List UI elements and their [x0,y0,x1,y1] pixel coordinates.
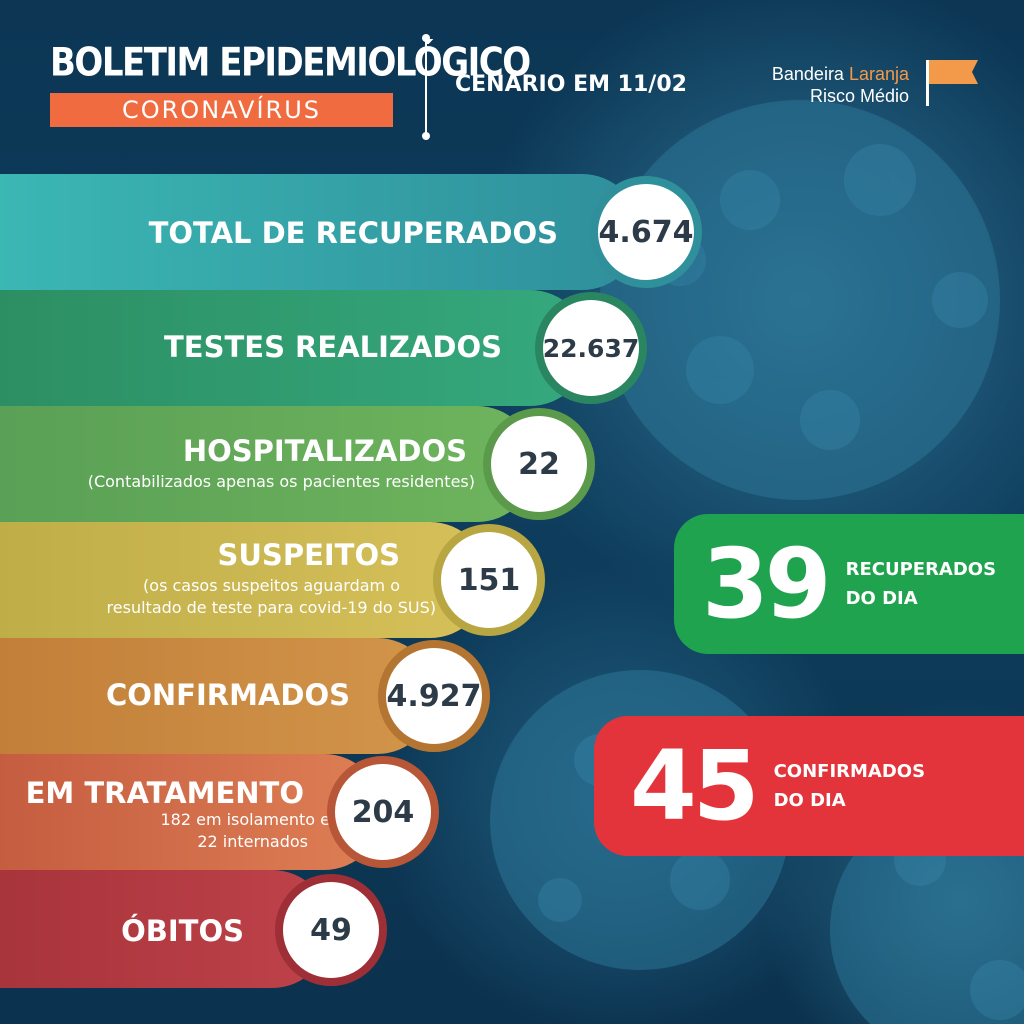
flag-prefix: Bandeira [771,64,849,84]
daily-recovered-value: 39 [702,528,832,640]
header-divider [422,34,430,140]
bar-total-recuperados: TOTAL DE RECUPERADOS [0,174,640,290]
note-suspeitos-line1: (os casos suspeitos aguardam o [143,576,400,595]
bar-hospitalizados: HOSPITALIZADOS (Contabilizados apenas os… [0,406,535,522]
note-em-tratamento-line1: 182 em isolamento e [160,810,330,829]
label-testes-realizados: TESTES REALIZADOS [164,330,502,364]
scenario-date: CENÁRIO EM 11/02 [455,72,687,97]
label-hospitalizados: HOSPITALIZADOS [182,434,467,468]
flag-color-name: Laranja [848,64,909,84]
bulletin-title: BOLETIM EPIDEMIOLÓGICO [50,40,531,86]
daily-recovered-label: RECUPERADOS DO DIA [846,555,996,613]
note-em-tratamento-line2: 22 internados [197,832,308,851]
bar-confirmados: CONFIRMADOS [0,638,435,754]
flag-icon [926,60,978,106]
flag-status: Bandeira Laranja Risco Médio [772,63,909,107]
note-hospitalizados: (Contabilizados apenas os pacientes resi… [87,472,475,491]
value-testes-realizados: 22.637 [535,292,647,404]
value-em-tratamento: 204 [327,756,439,868]
bar-testes-realizados: TESTES REALIZADOS [0,290,588,406]
label-total-recuperados: TOTAL DE RECUPERADOS [148,216,558,250]
label-confirmados: CONFIRMADOS [105,678,350,712]
label-em-tratamento: EM TRATAMENTO [25,776,304,810]
bulletin-subtitle: CORONAVÍRUS [50,93,393,127]
daily-recovered-box: 39 RECUPERADOS DO DIA [674,514,1024,654]
value-confirmados: 4.927 [378,640,490,752]
note-suspeitos-line2: resultado de teste para covid-19 do SUS) [106,598,436,617]
value-suspeitos: 151 [433,524,545,636]
value-obitos: 49 [275,874,387,986]
daily-confirmed-box: 45 CONFIRMADOS DO DIA [594,716,1024,856]
bar-suspeitos: SUSPEITOS (os casos suspeitos aguardam o… [0,522,488,638]
daily-confirmed-label: CONFIRMADOS DO DIA [774,757,925,815]
label-obitos: ÓBITOS [121,914,244,948]
daily-recovered-label2: DO DIA [845,588,918,609]
value-total-recuperados: 4.674 [590,176,702,288]
daily-confirmed-value: 45 [630,730,760,842]
daily-recovered-label1: RECUPERADOS [845,559,997,580]
daily-confirmed-label2: DO DIA [773,790,846,811]
daily-confirmed-label1: CONFIRMADOS [773,761,926,782]
bar-em-tratamento: EM TRATAMENTO 182 em isolamento e 22 int… [0,754,382,870]
label-suspeitos: SUSPEITOS [217,538,401,572]
value-hospitalizados: 22 [483,408,595,520]
risk-level: Risco Médio [809,86,909,106]
